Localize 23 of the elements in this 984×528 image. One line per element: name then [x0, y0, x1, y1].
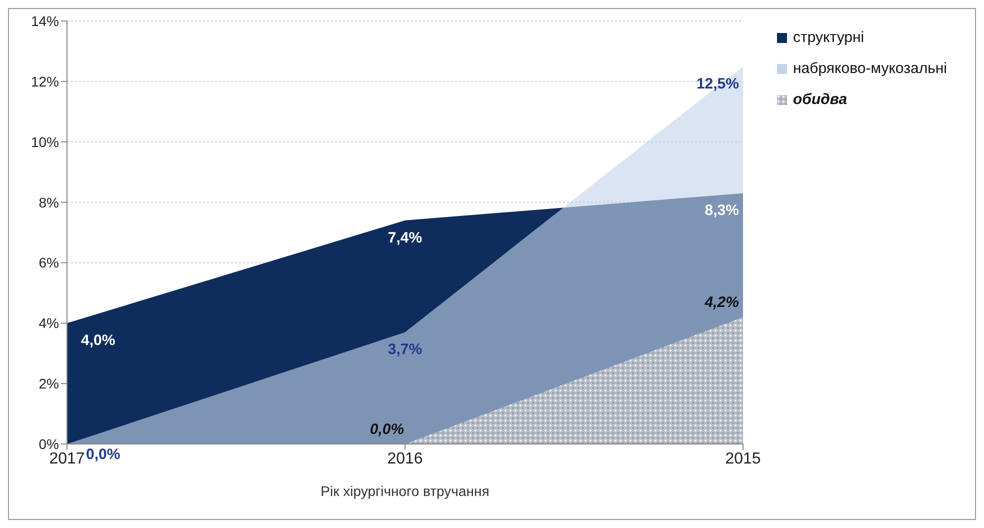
x-tick-label: 2015 [725, 450, 761, 468]
y-tick-label: 14% [30, 12, 59, 29]
legend-label: обидва [793, 91, 848, 108]
data-label: 4,0% [81, 332, 116, 350]
legend-label: структурні [793, 29, 864, 46]
y-tick-label: 12% [30, 73, 59, 90]
x-tick-label: 2017 [49, 450, 85, 468]
data-label: 4,2% [704, 294, 739, 312]
data-label: 7,4% [388, 229, 422, 246]
y-tick-label: 6% [38, 254, 59, 271]
y-tick-label: 0% [38, 436, 59, 452]
data-label: 12,5% [696, 75, 739, 92]
legend-label: набряково-мукозальні [793, 60, 948, 77]
data-label: 8,3% [704, 202, 739, 220]
data-label: 0,0% [86, 446, 120, 463]
data-label: 3,7% [388, 341, 422, 358]
data-label: 0,0% [370, 421, 404, 438]
y-tick-label: 4% [38, 315, 59, 332]
x-tick-label: 2016 [387, 450, 423, 468]
x-axis-title: Рік хірургічного втручання [320, 483, 490, 499]
y-tick-label: 10% [30, 134, 59, 150]
y-tick-label: 8% [38, 194, 59, 210]
y-tick-label: 2% [38, 376, 59, 392]
